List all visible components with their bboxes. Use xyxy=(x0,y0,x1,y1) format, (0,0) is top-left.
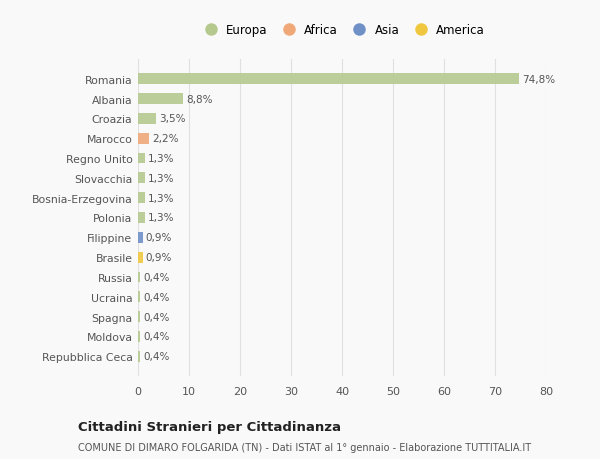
Bar xyxy=(138,292,140,302)
Text: 0,4%: 0,4% xyxy=(143,272,169,282)
Bar xyxy=(138,134,149,144)
Text: 1,3%: 1,3% xyxy=(148,193,174,203)
Bar xyxy=(138,232,143,243)
Text: 2,2%: 2,2% xyxy=(152,134,179,144)
Bar xyxy=(138,213,145,224)
Bar xyxy=(138,153,145,164)
Text: Cittadini Stranieri per Cittadinanza: Cittadini Stranieri per Cittadinanza xyxy=(78,420,341,433)
Text: 1,3%: 1,3% xyxy=(148,154,174,164)
Text: 1,3%: 1,3% xyxy=(148,174,174,184)
Bar xyxy=(138,351,140,362)
Text: 74,8%: 74,8% xyxy=(523,74,556,84)
Text: 0,4%: 0,4% xyxy=(143,332,169,342)
Text: 1,3%: 1,3% xyxy=(148,213,174,223)
Text: 3,5%: 3,5% xyxy=(159,114,185,124)
Text: COMUNE DI DIMARO FOLGARIDA (TN) - Dati ISTAT al 1° gennaio - Elaborazione TUTTIT: COMUNE DI DIMARO FOLGARIDA (TN) - Dati I… xyxy=(78,442,531,452)
Bar xyxy=(138,252,143,263)
Bar xyxy=(138,173,145,184)
Text: 0,4%: 0,4% xyxy=(143,352,169,362)
Text: 0,9%: 0,9% xyxy=(146,252,172,263)
Bar xyxy=(138,114,156,124)
Text: 0,9%: 0,9% xyxy=(146,233,172,243)
Text: 0,4%: 0,4% xyxy=(143,292,169,302)
Bar xyxy=(138,94,183,105)
Bar xyxy=(138,331,140,342)
Bar xyxy=(138,272,140,283)
Bar xyxy=(138,193,145,204)
Text: 0,4%: 0,4% xyxy=(143,312,169,322)
Bar xyxy=(138,312,140,322)
Legend: Europa, Africa, Asia, America: Europa, Africa, Asia, America xyxy=(199,24,485,37)
Bar xyxy=(138,74,520,85)
Text: 8,8%: 8,8% xyxy=(186,94,212,104)
